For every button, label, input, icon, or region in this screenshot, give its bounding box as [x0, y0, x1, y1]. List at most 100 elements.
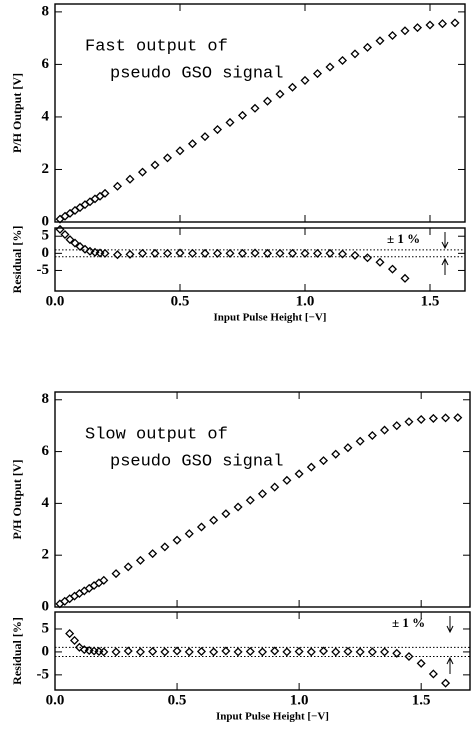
data-point: [209, 515, 219, 525]
data-point: [172, 646, 182, 656]
data-point: [55, 224, 65, 234]
y-tick-label: 8: [42, 391, 50, 407]
y-tick-label: 6: [42, 443, 50, 459]
data-point: [65, 629, 75, 639]
data-point: [437, 19, 448, 29]
data-point: [428, 413, 438, 423]
data-point: [404, 651, 414, 662]
annotation: Slow output of: [85, 425, 228, 444]
data-point: [300, 75, 310, 85]
data-point: [453, 413, 463, 423]
data-point: [137, 167, 148, 177]
data-point: [337, 55, 348, 65]
data-point: [337, 249, 348, 259]
y-tick-label: 2: [42, 547, 50, 563]
annotation: ± 1 %: [392, 615, 425, 630]
data-point: [355, 436, 365, 446]
data-point: [184, 647, 194, 657]
data-point: [60, 229, 70, 240]
data-point: [412, 23, 423, 33]
data-point: [162, 248, 173, 258]
data-point: [187, 139, 198, 149]
data-point: [75, 241, 85, 252]
data-point: [425, 20, 435, 30]
data-point: [275, 89, 285, 99]
y-axis-label: Residual [%]: [10, 226, 24, 294]
arrow-down: [441, 232, 449, 250]
y-axis-label: P/H Output [V]: [10, 73, 24, 153]
data-point: [196, 646, 206, 656]
data-point: [450, 18, 460, 28]
y-axis-label: P/H Output [V]: [10, 459, 24, 539]
data-point: [79, 586, 89, 596]
data-point: [184, 529, 194, 539]
data-point: [187, 248, 198, 258]
data-point: [319, 646, 329, 656]
data-point: [319, 456, 329, 466]
x-tick-label: 1.0: [296, 293, 315, 309]
data-point: [196, 522, 206, 532]
data-point: [355, 647, 365, 657]
data-point: [404, 417, 414, 427]
data-point: [111, 569, 121, 579]
plot-frame: [54, 391, 471, 608]
data-point: [282, 647, 292, 657]
arrow-up: [446, 656, 454, 674]
data-point: [331, 647, 341, 657]
annotation: pseudo GSO signal: [110, 452, 283, 471]
data-point: [123, 646, 133, 656]
data-point: [441, 413, 451, 423]
data-point: [367, 430, 377, 441]
data-point: [85, 246, 95, 256]
y-tick-label: 0: [42, 213, 50, 229]
x-tick-label: 0.5: [168, 692, 187, 708]
y-tick-label: 5: [42, 228, 50, 244]
data-point: [70, 238, 80, 248]
arrow-down: [446, 616, 454, 634]
data-point: [100, 188, 110, 198]
data-point: [162, 153, 173, 163]
data-point: [175, 146, 185, 156]
y-tick-label: 6: [42, 56, 50, 72]
data-point: [70, 635, 80, 645]
data-point: [233, 502, 243, 512]
data-point: [257, 647, 268, 657]
data-point: [306, 462, 316, 472]
data-point: [74, 589, 84, 599]
x-tick-label: 1.0: [290, 692, 309, 708]
y-tick-label: -5: [37, 666, 50, 682]
data-point: [270, 646, 280, 656]
annotation: Fast output of: [85, 37, 228, 56]
data-point: [287, 248, 298, 258]
y-tick-label: 0: [42, 598, 50, 614]
data-point: [99, 575, 109, 585]
data-point: [94, 578, 104, 588]
y-tick-label: 0: [42, 643, 50, 659]
plot-frame: [54, 227, 466, 292]
data-point: [111, 647, 121, 657]
data-point: [257, 489, 268, 499]
data-point: [362, 253, 373, 263]
data-point: [200, 248, 210, 258]
data-point: [428, 669, 438, 679]
data-point: [294, 469, 304, 479]
data-point: [212, 125, 223, 135]
y-tick-label: 4: [42, 495, 50, 511]
data-point: [172, 535, 182, 545]
data-point: [262, 96, 273, 106]
data-point: [387, 30, 398, 41]
plot-frame: [54, 611, 471, 691]
data-point: [306, 647, 316, 657]
data-point: [100, 248, 110, 258]
x-tick-label: 1.5: [412, 692, 431, 708]
arrow-up: [441, 257, 449, 275]
y-tick-label: 5: [42, 620, 50, 636]
data-point: [99, 647, 109, 657]
data-point: [123, 562, 133, 572]
x-axis-label: Input Pulse Height [−V]: [214, 312, 327, 324]
data-point: [112, 181, 123, 191]
data-point: [350, 49, 360, 59]
data-point: [200, 132, 210, 142]
y-tick-label: -5: [37, 262, 50, 278]
